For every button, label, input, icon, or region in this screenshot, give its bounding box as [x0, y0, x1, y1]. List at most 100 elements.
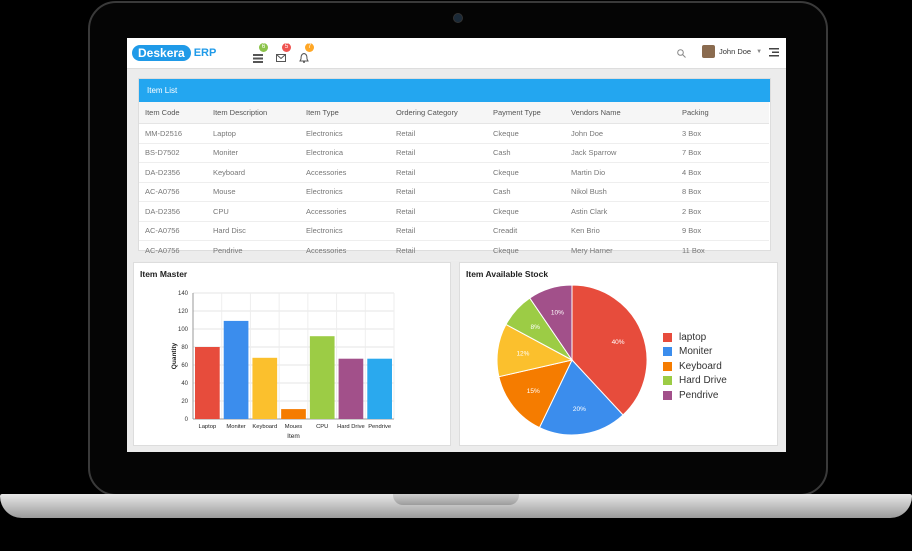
- table-cell: Creadit: [493, 221, 571, 241]
- x-tick-label: CPU: [316, 424, 328, 430]
- bar: [309, 336, 335, 419]
- pie-slice: [571, 284, 648, 416]
- table-header-row: Item Code Item Description Item Type Ord…: [139, 102, 769, 124]
- search-icon[interactable]: [677, 49, 686, 58]
- y-tick-label: 60: [181, 363, 188, 369]
- y-tick-label: 100: [178, 327, 189, 333]
- bell-badge: 7: [305, 43, 314, 52]
- x-tick-label: Keyboard: [252, 424, 277, 430]
- logo-suffix: ERP: [193, 47, 217, 59]
- item-stock-card: Item Available Stock 40% 20% 15% 12% 8% 10% l…: [459, 262, 778, 446]
- list-icon-glyph: [253, 54, 263, 63]
- app-logo[interactable]: Deskera ERP: [132, 44, 216, 62]
- legend-swatch: [663, 332, 672, 342]
- mail-icon[interactable]: 5: [276, 43, 291, 62]
- pie-chart: 40% 20% 15% 12% 8% 10%: [496, 284, 648, 436]
- table-row[interactable]: AC-A0756 Mouse Electronics Retail Cash Nikol …: [139, 182, 769, 202]
- bar-chart-title: Item Master: [140, 269, 188, 279]
- table-cell: BS-D7502: [139, 143, 213, 163]
- col-payment-type[interactable]: Payment Type: [493, 102, 571, 124]
- col-vendors-name[interactable]: Vendors Name: [571, 102, 682, 124]
- table-cell: Accessories: [306, 201, 396, 222]
- legend-item: laptop: [663, 330, 727, 345]
- table-row[interactable]: BS-D7502 Moniter Electronica Retail Cash Jack…: [139, 143, 769, 163]
- x-tick-label: Hard Drive: [337, 424, 365, 430]
- col-item-type[interactable]: Item Type: [306, 102, 396, 124]
- pie-legend: laptop Moniter Keyboard Hard Drive Pendrive: [663, 330, 727, 403]
- table-cell: 8 Box: [682, 182, 769, 202]
- table-cell: Ckeque: [493, 162, 571, 183]
- pie-slice-label: 10%: [551, 310, 564, 317]
- col-item-description[interactable]: Item Description: [213, 102, 306, 124]
- table-cell: Accessories: [306, 240, 396, 261]
- y-tick-label: 120: [178, 309, 189, 315]
- table-cell: Jack Sparrow: [571, 143, 682, 163]
- table-cell: Cash: [493, 182, 571, 202]
- table-row[interactable]: AC-A0756 Hard Disc Electronics Retail Creadi…: [139, 221, 769, 241]
- col-item-code[interactable]: Item Code: [139, 102, 213, 124]
- table-cell: Retail: [396, 201, 493, 222]
- table-cell: AC-A0756: [139, 182, 213, 202]
- bar: [223, 320, 249, 419]
- col-packing[interactable]: Packing: [682, 102, 769, 124]
- item-list-title: Item List: [139, 79, 770, 102]
- table-row[interactable]: DA-D2356 CPU Accessories Retail Ckeque Astin …: [139, 201, 769, 222]
- table-cell: Mery Harner: [571, 240, 682, 261]
- legend-label: laptop: [679, 331, 707, 343]
- table-cell: Retail: [396, 221, 493, 241]
- table-cell: 7 Box: [682, 143, 769, 163]
- bar: [252, 357, 278, 419]
- table-cell: Ckeque: [493, 240, 571, 261]
- logo-text: Deskera: [132, 45, 191, 61]
- table-row[interactable]: DA-D2356 Keyboard Accessories Retail Ckeque M…: [139, 162, 769, 183]
- pie-slice: [498, 359, 573, 429]
- webcam: [453, 13, 463, 23]
- legend-swatch: [663, 347, 672, 357]
- table-row[interactable]: MM-D2516 Laptop Electronics Retail Ckeque Joh…: [139, 123, 769, 144]
- bell-icon-glyph: [299, 52, 309, 63]
- table-cell: 9 Box: [682, 221, 769, 241]
- x-tick-label: Laptop: [198, 424, 216, 430]
- table-cell: DA-D2356: [139, 201, 213, 222]
- item-master-card: Item Master 0 20 40 60 80 100 120 140 Laptop Moni…: [133, 262, 451, 446]
- pie-slice: [529, 284, 573, 362]
- x-tick-label: Pendrive: [368, 424, 391, 430]
- legend-swatch: [663, 390, 672, 400]
- bar: [195, 347, 220, 419]
- table-cell: Electronica: [306, 143, 396, 163]
- bar: [338, 358, 364, 419]
- table-cell: Ckeque: [493, 201, 571, 222]
- table-cell: Electronics: [306, 123, 396, 144]
- y-tick-label: 40: [181, 381, 188, 387]
- hamburger-menu-icon[interactable]: [769, 48, 779, 57]
- table-cell: Retail: [396, 240, 493, 261]
- bar: [281, 409, 306, 419]
- pie-slice-label: 15%: [527, 388, 540, 395]
- table-cell: Astin Clark: [571, 201, 682, 222]
- table-cell: 4 Box: [682, 162, 769, 183]
- user-menu[interactable]: John Doe ▼: [702, 45, 762, 58]
- laptop-notch: [393, 494, 519, 505]
- y-axis-label: Quantity: [171, 342, 178, 369]
- y-tick-label: 20: [181, 399, 188, 405]
- table-cell: MM-D2516: [139, 123, 213, 144]
- table-cell: Mouse: [213, 182, 306, 202]
- table-row[interactable]: AC-A0756 Pendrive Accessories Retail Ckeque M…: [139, 240, 769, 261]
- table-cell: Accessories: [306, 162, 396, 183]
- bell-icon[interactable]: 7: [299, 43, 314, 63]
- avatar: [702, 45, 715, 58]
- table-cell: 3 Box: [682, 123, 769, 144]
- x-tick-label: Moniter: [226, 424, 245, 430]
- bar-chart: 0 20 40 60 80 100 120 140 Laptop Moniter Keyboard M…: [171, 291, 395, 440]
- table-cell: Retail: [396, 182, 493, 202]
- table-cell: Retail: [396, 143, 493, 163]
- table-cell: Laptop: [213, 123, 306, 144]
- table-cell: 11 Box: [682, 240, 769, 261]
- legend-label: Hard Drive: [679, 375, 727, 387]
- y-tick-label: 0: [185, 417, 189, 423]
- list-icon[interactable]: 6: [253, 43, 268, 63]
- table-cell: Electronics: [306, 221, 396, 241]
- col-ordering-category[interactable]: Ordering Category: [396, 102, 493, 124]
- legend-item: Keyboard: [663, 359, 727, 374]
- table-cell: Nikol Bush: [571, 182, 682, 202]
